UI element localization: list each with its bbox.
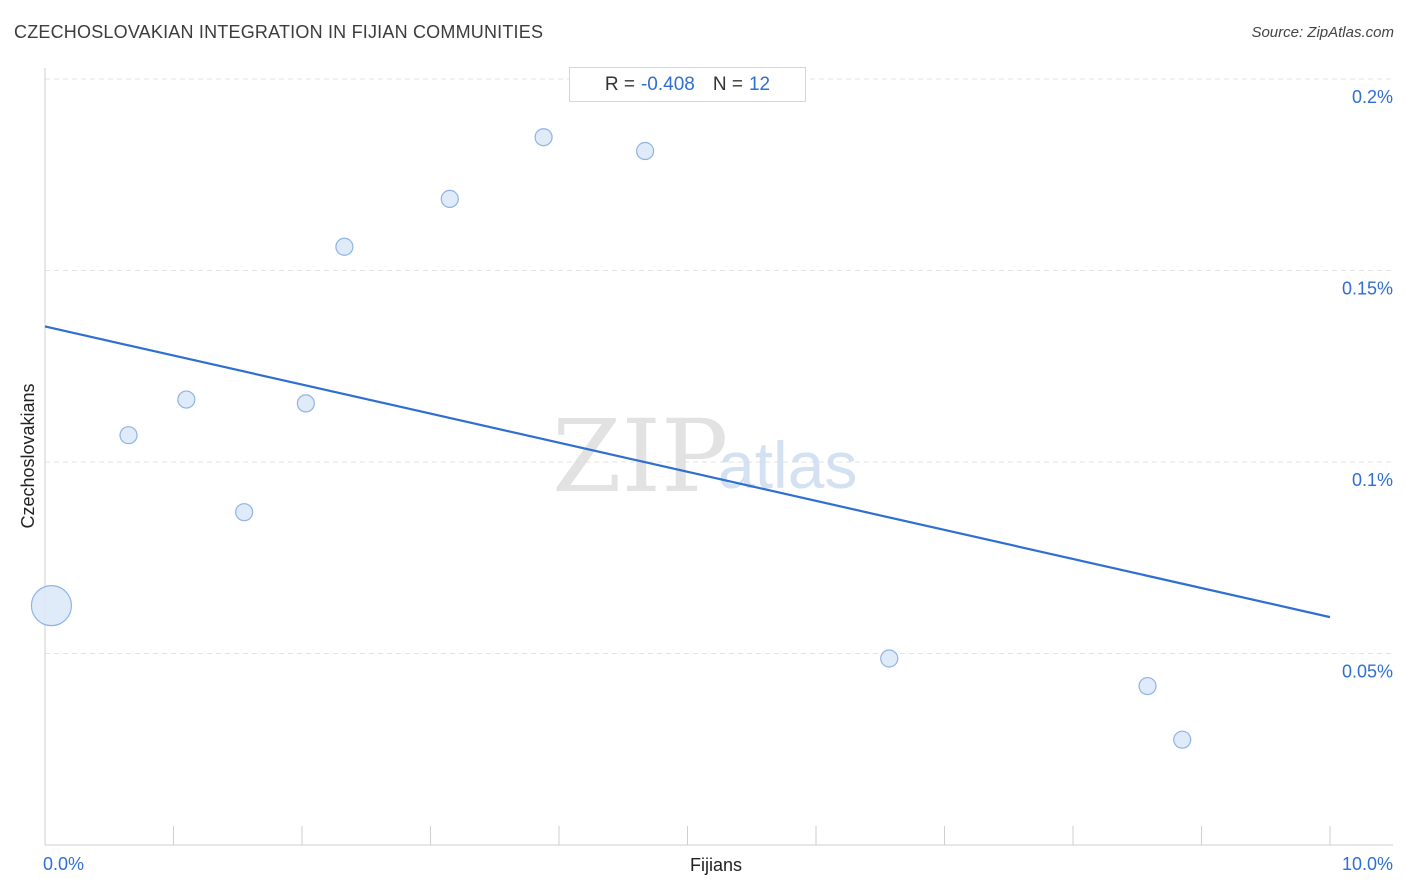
chart-title: CZECHOSLOVAKIAN INTEGRATION IN FIJIAN CO… (14, 22, 544, 42)
grid-lines (45, 78, 1393, 654)
axes (44, 68, 1393, 846)
data-point (880, 649, 899, 668)
data-point (235, 503, 254, 522)
watermark-atlas: atlas (718, 428, 857, 502)
watermark-zip: ZIP (552, 398, 728, 515)
data-point (534, 128, 553, 147)
data-point (296, 394, 315, 413)
x-axis-label: Fijians (690, 855, 742, 875)
n-value: 12 (748, 73, 771, 95)
points-group (30, 128, 1192, 749)
y-tick-label: 0.05% (1342, 662, 1393, 682)
x-tick-label: 0.0% (43, 854, 84, 874)
watermark: ZIP atlas (552, 398, 857, 515)
y-tick-label: 0.1% (1352, 470, 1393, 490)
x-tick-label: 10.0% (1342, 854, 1393, 874)
data-point (335, 237, 354, 256)
trendline (44, 325, 1331, 619)
trendline-group (44, 325, 1331, 619)
y-tick-label: 0.2% (1352, 87, 1393, 107)
data-point (177, 390, 196, 409)
data-point (1138, 676, 1157, 696)
n-label: N = (712, 73, 743, 95)
r-label: R = (604, 73, 635, 95)
data-point (635, 141, 655, 161)
r-value: -0.408 (640, 73, 695, 95)
y-tick-label: 0.15% (1342, 279, 1393, 299)
stats-box: R = -0.408 N = 12 (569, 67, 806, 102)
tick-labels: 0.2% 0.15% 0.1% 0.05% 0.0% 10.0% (43, 87, 1393, 874)
y-axis-label: Czechoslovakians (18, 383, 38, 528)
source-label: Source: ZipAtlas.com (1251, 24, 1394, 41)
data-point (119, 426, 138, 445)
data-point (1173, 730, 1192, 749)
data-point (30, 585, 73, 627)
data-point (440, 189, 459, 208)
